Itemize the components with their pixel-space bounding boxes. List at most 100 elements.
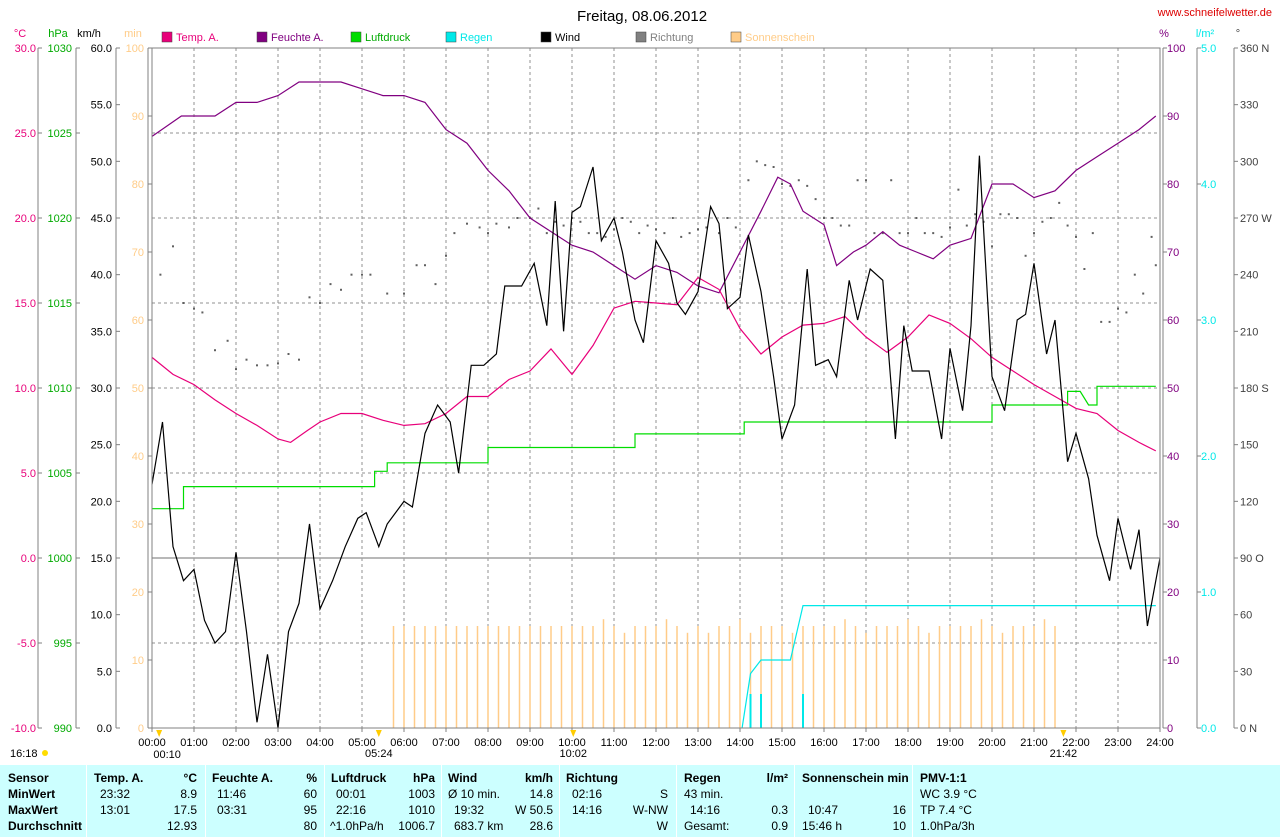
rain-tick-label: 0.0 bbox=[1201, 723, 1216, 735]
stats-sunshine: Sonnenschein min 10:47 16 15:46 h 10 bbox=[795, 765, 912, 837]
divider bbox=[559, 765, 560, 837]
legend-swatch bbox=[730, 31, 742, 43]
direction-tick-label: 330 bbox=[1240, 100, 1258, 112]
direction-point bbox=[193, 307, 195, 310]
site-url: www.schneifelwetter.de bbox=[1157, 7, 1272, 19]
humidity-tick-label: 30 bbox=[1167, 519, 1179, 531]
pressure-line bbox=[152, 385, 1156, 510]
direction-point bbox=[688, 232, 691, 235]
pressure-tick-label: 1010 bbox=[48, 383, 72, 395]
direction-point bbox=[814, 198, 817, 201]
sunshine-tick-label: 70 bbox=[132, 247, 144, 259]
x-tick-label: 20:00 bbox=[978, 737, 1006, 749]
direction-point bbox=[214, 349, 216, 352]
wind-max-value: W 50.5 bbox=[514, 803, 553, 817]
direction-point bbox=[923, 232, 926, 235]
temp-max-value: 17.5 bbox=[173, 803, 197, 817]
rain-max-value: 0.3 bbox=[771, 803, 788, 817]
pmv-title: PMV-1:1 bbox=[920, 771, 967, 785]
direction-tick-label: 60 bbox=[1240, 610, 1252, 622]
wind-tick-label: 40.0 bbox=[91, 270, 112, 282]
direction-point bbox=[495, 222, 498, 225]
wind-max-time: 19:32 bbox=[454, 803, 485, 817]
dir-max-time: 14:16 bbox=[572, 803, 603, 817]
direction-point bbox=[277, 362, 279, 365]
direction-series bbox=[159, 160, 1157, 371]
direction-point bbox=[865, 179, 867, 182]
direction-point bbox=[415, 264, 418, 267]
x-tick-label: 11:00 bbox=[601, 737, 628, 749]
direction-point bbox=[697, 228, 699, 231]
wind-title: Wind bbox=[448, 771, 478, 785]
x-tick-label: 24:00 bbox=[1146, 737, 1174, 749]
x-tick-label: 23:00 bbox=[1104, 737, 1132, 749]
press-avg-value: 1006.7 bbox=[398, 819, 435, 833]
humidity-tick-label: 50 bbox=[1167, 383, 1179, 395]
direction-point bbox=[1075, 235, 1077, 238]
x-tick-label: 03:00 bbox=[264, 737, 292, 749]
divider bbox=[912, 765, 913, 837]
sunshine-tick-label: 80 bbox=[132, 179, 144, 191]
wind-distance: 683.7 km bbox=[454, 819, 504, 833]
wind-tick-label: 20.0 bbox=[91, 496, 112, 508]
x-tick-label: 07:00 bbox=[432, 737, 460, 749]
direction-point bbox=[680, 235, 683, 238]
rain-title: Regen bbox=[684, 771, 721, 785]
x-axis: 00:00 01:00 02:00 03:00 04:00 05:00 06:00 07:00… bbox=[138, 728, 1174, 749]
x-tick-label: 02:00 bbox=[222, 737, 250, 749]
direction-point bbox=[718, 232, 720, 235]
x-tick-label: 14:00 bbox=[726, 737, 754, 749]
temp-tick-label: 5.0 bbox=[21, 468, 36, 480]
direction-point bbox=[1154, 264, 1157, 267]
direction-point bbox=[655, 228, 657, 231]
direction-point bbox=[1083, 268, 1086, 270]
statistics-table: Sensor MinWert MaxWert Durchschnitt Temp… bbox=[0, 765, 1280, 837]
divider bbox=[324, 765, 325, 837]
direction-point bbox=[1125, 311, 1128, 314]
legend-label: Regen bbox=[460, 32, 492, 44]
sunshine-tick-label: 10 bbox=[132, 655, 144, 667]
direction-point bbox=[424, 264, 426, 267]
pressure-tick-label: 1015 bbox=[48, 298, 72, 310]
direction-tick-label: 270 W bbox=[1240, 213, 1272, 225]
direction-point bbox=[747, 179, 750, 182]
direction-point bbox=[629, 220, 632, 223]
legend-label: Feuchte A. bbox=[271, 32, 324, 44]
direction-point bbox=[403, 292, 405, 295]
direction-point bbox=[226, 339, 229, 342]
rain-series bbox=[741, 604, 1156, 729]
rain-tick-label: 4.0 bbox=[1201, 179, 1216, 191]
direction-point bbox=[298, 358, 300, 361]
sun-marker-icon bbox=[42, 750, 48, 756]
sun-max-time: 10:47 bbox=[808, 803, 839, 817]
stats-humidity: Feuchte A. % 11:46 60 03:31 95 80 bbox=[206, 765, 324, 837]
direction-point bbox=[1049, 217, 1052, 219]
direction-point bbox=[554, 220, 557, 223]
sunshine-series bbox=[392, 619, 1056, 728]
direction-point bbox=[932, 232, 935, 235]
wind-avg-value: 28.6 bbox=[529, 819, 553, 833]
marker-label: 05:24 bbox=[365, 748, 393, 760]
sunshine-tick-label: 40 bbox=[132, 451, 144, 463]
wind-tick-label: 55.0 bbox=[91, 100, 112, 112]
wind-tick-label: 50.0 bbox=[91, 156, 112, 168]
direction-point bbox=[340, 288, 342, 291]
marker-triangle-icon bbox=[375, 730, 382, 737]
wind-tick-label: 5.0 bbox=[97, 666, 112, 678]
marker-label: 00:10 bbox=[153, 749, 181, 761]
legend-label: Temp. A. bbox=[176, 32, 219, 44]
direction-tick-label: 0 N bbox=[1240, 723, 1257, 735]
x-tick-label: 00:00 bbox=[138, 737, 166, 749]
direction-point bbox=[487, 232, 489, 235]
stats-direction: Richtung 02:16 S 14:16 W-NW W bbox=[560, 765, 676, 837]
x-tick-label: 16:00 bbox=[810, 737, 838, 749]
direction-point bbox=[182, 302, 185, 304]
direction-point bbox=[235, 368, 237, 371]
temp-tick-label: 20.0 bbox=[15, 213, 36, 225]
direction-point bbox=[478, 226, 481, 229]
temp-tick-label: 25.0 bbox=[15, 128, 36, 140]
sunshine-tick-label: 30 bbox=[132, 519, 144, 531]
legend-swatch bbox=[445, 31, 457, 43]
direction-point bbox=[949, 226, 951, 229]
pmv-windchill: WC 3.9 °C bbox=[920, 787, 977, 801]
